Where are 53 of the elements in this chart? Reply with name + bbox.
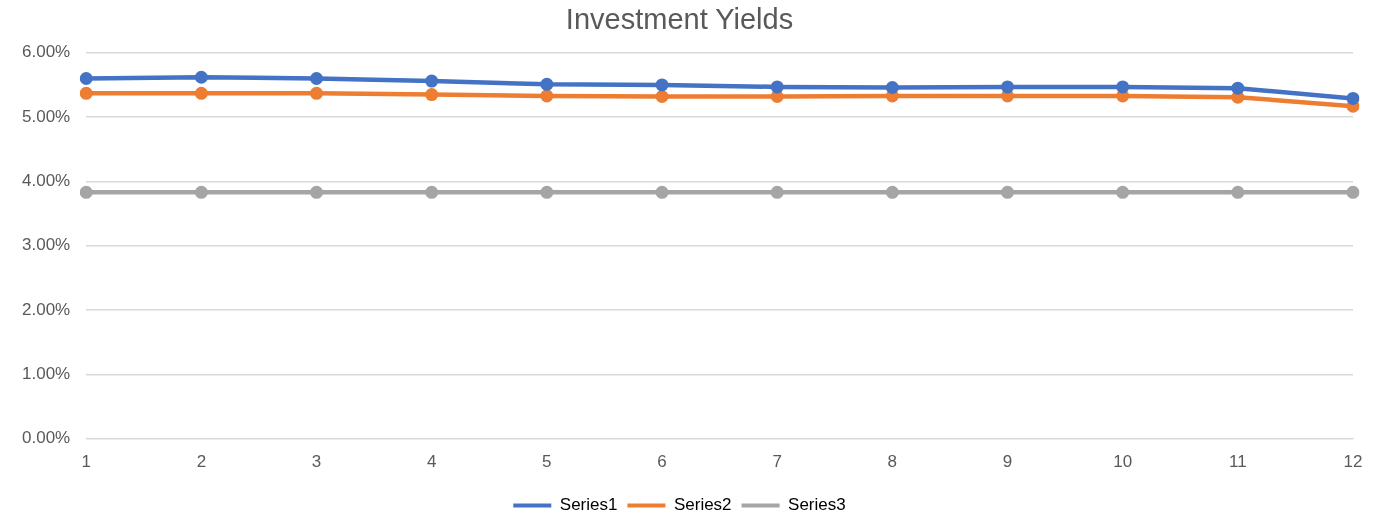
x-tick-label: 5: [542, 452, 552, 472]
point: [1346, 91, 1360, 105]
point: [770, 185, 784, 199]
x-tick-label: 11: [1229, 452, 1247, 472]
point: [310, 72, 324, 86]
y-tick-label: 0.00%: [22, 428, 71, 448]
point: [310, 185, 324, 199]
point: [655, 78, 669, 92]
chart-title: Investment Yields: [565, 3, 794, 36]
point: [1116, 185, 1130, 199]
point: [1001, 185, 1015, 199]
point: [655, 185, 669, 199]
point: [540, 185, 554, 199]
point: [1116, 80, 1130, 94]
point: [1001, 80, 1015, 94]
point: [194, 86, 208, 100]
y-tick-label: 6.00%: [22, 42, 71, 62]
y-tick-label: 4.00%: [22, 171, 71, 191]
x-tick-label: 2: [196, 452, 207, 472]
x-tick-label: 8: [887, 452, 898, 472]
point: [79, 185, 93, 199]
y-tick-label: 3.00%: [22, 235, 71, 255]
point: [425, 88, 439, 102]
point: [79, 72, 93, 86]
point: [540, 77, 554, 91]
legend-label: Series2: [673, 495, 732, 515]
x-tick-label: 4: [426, 452, 437, 472]
y-tick-label: 2.00%: [22, 299, 71, 319]
x-tick-label: 1: [81, 452, 91, 472]
point: [194, 185, 208, 199]
x-tick-label: 10: [1113, 452, 1133, 472]
point: [885, 185, 899, 199]
point: [1231, 81, 1245, 95]
point: [79, 86, 93, 100]
legend-label: Series3: [788, 495, 846, 515]
y-tick-label: 5.00%: [22, 106, 71, 126]
point: [655, 90, 669, 104]
point: [194, 70, 208, 84]
x-tick-label: 6: [657, 452, 667, 472]
point: [1231, 185, 1245, 199]
point: [425, 74, 439, 88]
x-tick-label: 7: [772, 452, 782, 472]
x-tick-label: 9: [1002, 452, 1013, 472]
y-tick-label: 1.00%: [22, 363, 71, 383]
x-tick-label: 3: [311, 452, 322, 472]
x-tick-label: 12: [1343, 452, 1363, 472]
legend-label: Series1: [559, 495, 618, 515]
point: [770, 80, 784, 94]
point: [540, 89, 554, 103]
point: [310, 86, 324, 100]
point: [885, 81, 899, 95]
point: [425, 185, 439, 199]
point: [1346, 185, 1360, 199]
